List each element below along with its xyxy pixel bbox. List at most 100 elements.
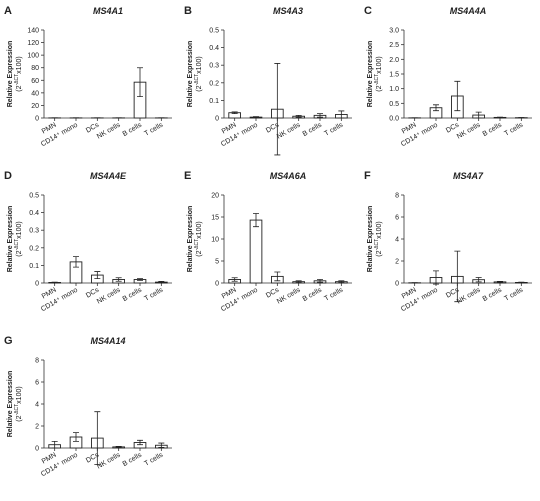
y-tick-label: 0.4 bbox=[209, 45, 219, 52]
y-axis-unit-part: x100) bbox=[16, 221, 23, 239]
panel-title: MS4A6A bbox=[270, 171, 307, 181]
y-axis-unit: (2-ΔCTx100) bbox=[194, 56, 203, 91]
y-tick-label: 140 bbox=[27, 28, 39, 35]
y-axis-unit-part: -ΔCT bbox=[14, 74, 20, 86]
x-tick-label: B cells bbox=[482, 286, 504, 303]
error-bar bbox=[497, 280, 503, 283]
y-axis-unit-part: (2 bbox=[16, 250, 23, 256]
y-axis-unit-part: (2 bbox=[16, 85, 23, 91]
error-bar bbox=[475, 111, 482, 119]
y-tick-label: 20 bbox=[31, 103, 39, 110]
y-tick-label: 6 bbox=[395, 215, 399, 222]
panel-letter: B bbox=[184, 5, 192, 17]
y-tick-label: 60 bbox=[31, 78, 39, 85]
error-bar bbox=[231, 111, 238, 114]
y-tick-label: 2 bbox=[35, 424, 39, 431]
y-axis-unit-part: (2 bbox=[376, 85, 383, 91]
y-tick-label: 6 bbox=[35, 380, 39, 387]
error-bar bbox=[73, 432, 79, 442]
error-bar bbox=[51, 281, 58, 284]
x-tick-label: NK cells bbox=[276, 286, 302, 305]
y-tick-label: 0.2 bbox=[209, 80, 219, 87]
y-tick-label: 0.5 bbox=[209, 28, 219, 35]
bar bbox=[249, 219, 263, 284]
y-axis-label: Relative Expression bbox=[187, 206, 194, 273]
panel: C MS4A4A Relative Expression (2-ΔCTx100) 0.0… bbox=[364, 5, 532, 148]
panel-title: MS4A4E bbox=[90, 171, 127, 181]
error-bar bbox=[317, 113, 323, 118]
y-axis-unit: (2-ΔCTx100) bbox=[14, 386, 23, 421]
y-axis-unit-part: x100) bbox=[16, 56, 23, 74]
error-bar bbox=[454, 80, 461, 112]
error-bar bbox=[454, 250, 461, 303]
y-tick-label: 2.5 bbox=[389, 42, 399, 49]
x-tick-label: T cells bbox=[143, 286, 164, 302]
error-bar bbox=[518, 281, 525, 284]
y-axis-unit: (2-ΔCTx100) bbox=[374, 221, 383, 256]
x-tick-label: NK cells bbox=[96, 286, 122, 305]
panel-letter: A bbox=[4, 5, 12, 17]
x-tick-label: T cells bbox=[323, 121, 344, 137]
y-tick-label: 40 bbox=[31, 90, 39, 97]
panel: E MS4A6A Relative Expression (2-ΔCTx100) 0 5 1… bbox=[184, 170, 352, 313]
y-tick-label: 0 bbox=[35, 281, 39, 288]
y-tick-label: 0.3 bbox=[29, 228, 39, 235]
panel: F MS4A7 Relative Expression (2-ΔCTx100) 0 2 4 6… bbox=[364, 170, 532, 313]
error-bar bbox=[115, 277, 122, 282]
y-axis-unit-part: x100) bbox=[196, 221, 203, 239]
y-axis-unit-part: x100) bbox=[376, 221, 383, 239]
panel: B MS4A3 Relative Expression (2-ΔCTx100) 0 0.1… bbox=[184, 5, 352, 156]
y-tick-label: 120 bbox=[27, 40, 39, 47]
y-tick-label: 0.1 bbox=[29, 263, 39, 270]
error-bar bbox=[137, 278, 143, 281]
y-tick-label: 8 bbox=[35, 358, 39, 365]
y-axis-unit-part: -ΔCT bbox=[194, 239, 200, 251]
panel-title: MS4A1 bbox=[93, 6, 123, 16]
y-axis-unit-part: -ΔCT bbox=[374, 239, 380, 251]
error-bar bbox=[73, 256, 79, 268]
y-tick-label: 100 bbox=[27, 53, 39, 60]
y-axis-unit: (2-ΔCTx100) bbox=[14, 221, 23, 256]
error-bar bbox=[433, 104, 439, 112]
y-axis-label: Relative Expression bbox=[187, 41, 194, 108]
y-axis-unit-part: (2 bbox=[196, 250, 203, 256]
x-tick-label: T cells bbox=[323, 286, 344, 302]
y-tick-label: 2 bbox=[395, 259, 399, 266]
error-bar bbox=[433, 270, 439, 285]
error-bar bbox=[475, 277, 482, 283]
x-tick-label: NK cells bbox=[456, 121, 482, 140]
error-bar bbox=[158, 281, 165, 284]
y-axis-unit-part: -ΔCT bbox=[194, 74, 200, 86]
y-tick-label: 1.0 bbox=[389, 86, 399, 93]
y-tick-label: 8 bbox=[395, 193, 399, 200]
y-axis-unit-part: x100) bbox=[376, 56, 383, 74]
y-tick-label: 0.5 bbox=[389, 101, 399, 108]
y-tick-label: 0 bbox=[215, 116, 219, 123]
y-tick-label: 5 bbox=[215, 259, 219, 266]
y-tick-label: 0.2 bbox=[29, 245, 39, 252]
x-tick-label: NK cells bbox=[96, 451, 122, 470]
x-tick-label: NK cells bbox=[456, 286, 482, 305]
error-bar bbox=[274, 63, 281, 156]
panel-title: MS4A14 bbox=[90, 336, 125, 346]
y-axis-label: Relative Expression bbox=[7, 206, 14, 273]
x-tick-label: NK cells bbox=[276, 121, 302, 140]
panel-letter: F bbox=[364, 170, 371, 182]
panel: A MS4A1 Relative Expression (2-ΔCTx100) 0 20 4… bbox=[4, 5, 172, 148]
y-axis-unit-part: (2 bbox=[16, 415, 23, 421]
error-bar bbox=[94, 271, 101, 279]
x-tick-label: T cells bbox=[503, 286, 524, 302]
y-axis-label: Relative Expression bbox=[367, 41, 374, 108]
y-tick-label: 0.5 bbox=[29, 193, 39, 200]
error-bar bbox=[51, 441, 58, 449]
y-axis-unit-part: (2 bbox=[376, 250, 383, 256]
error-bar bbox=[231, 277, 238, 282]
error-bar bbox=[338, 110, 345, 119]
y-axis-unit: (2-ΔCTx100) bbox=[14, 56, 23, 91]
x-tick-label: T cells bbox=[503, 121, 524, 137]
y-tick-label: 10 bbox=[211, 237, 219, 244]
panel-letter: C bbox=[364, 5, 372, 17]
y-tick-label: 0 bbox=[35, 116, 39, 123]
panel: G MS4A14 Relative Expression (2-ΔCTx100) 0 2 4… bbox=[4, 335, 172, 478]
y-tick-label: 0.4 bbox=[29, 210, 39, 217]
